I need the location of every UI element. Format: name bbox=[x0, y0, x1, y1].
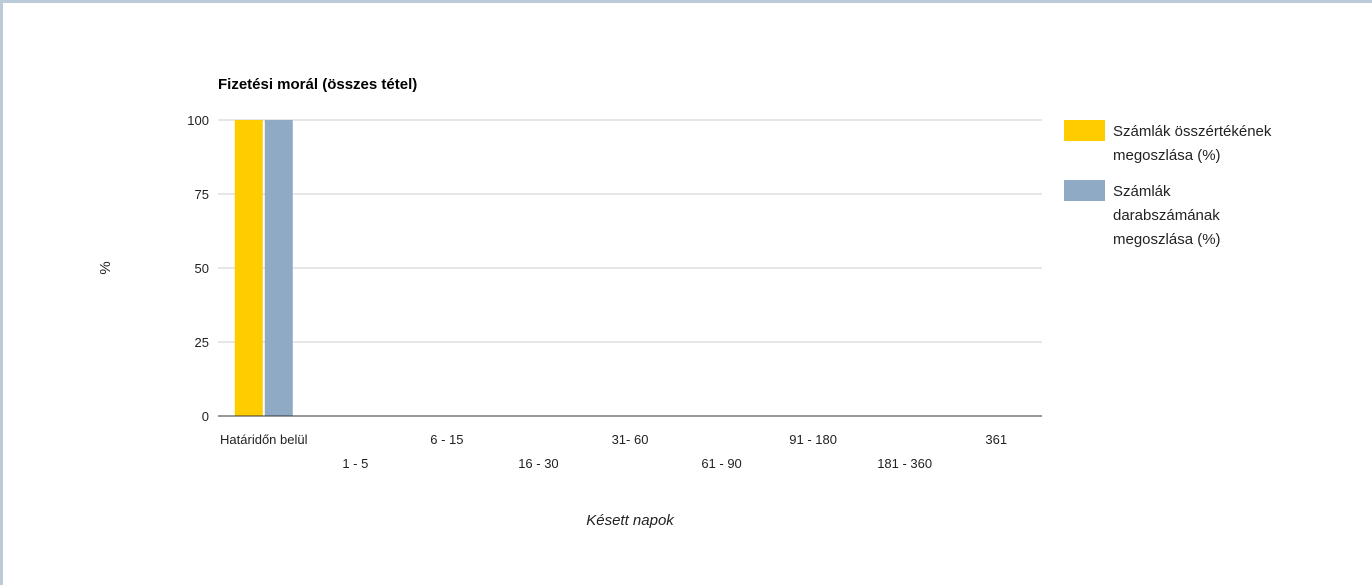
legend-label: Számlák összértékének bbox=[1113, 123, 1272, 140]
x-tick-label: 6 - 15 bbox=[430, 432, 463, 447]
y-tick-label: 0 bbox=[202, 409, 209, 424]
x-tick-label: Határidőn belül bbox=[220, 432, 308, 447]
x-tick-label: 31- 60 bbox=[612, 432, 649, 447]
y-tick-label: 75 bbox=[195, 187, 209, 202]
x-axis-title: Késett napok bbox=[586, 512, 675, 529]
legend-swatch bbox=[1064, 180, 1105, 201]
legend-label: Számlák bbox=[1113, 183, 1171, 200]
x-tick-label: 91 - 180 bbox=[789, 432, 837, 447]
bars bbox=[234, 120, 293, 416]
bar[interactable] bbox=[264, 120, 293, 416]
bar[interactable] bbox=[234, 120, 263, 416]
x-tick-label: 181 - 360 bbox=[877, 456, 932, 471]
legend-item[interactable]: Számlák darabszámának megoszlása (%) bbox=[1064, 180, 1221, 248]
legend-label: darabszámának bbox=[1113, 207, 1220, 224]
x-axis-ticks: Határidőn belül 1 - 5 6 - 15 16 - 30 31- 60 6… bbox=[220, 432, 1007, 471]
grid-lines bbox=[218, 119, 1042, 343]
x-tick-label: 16 - 30 bbox=[518, 456, 558, 471]
legend-item[interactable]: Számlák összértékének megoszlása (%) bbox=[1064, 120, 1272, 164]
x-tick-label: 61 - 90 bbox=[701, 456, 741, 471]
bar-chart: Fizetési morál (összes tétel) 0 25 50 75 100… bbox=[97, 76, 1272, 529]
legend-swatch bbox=[1064, 120, 1105, 141]
y-tick-label: 25 bbox=[195, 335, 209, 350]
y-tick-label: 100 bbox=[187, 113, 209, 128]
legend-label: megoszlása (%) bbox=[1113, 231, 1221, 248]
x-tick-label: 1 - 5 bbox=[342, 456, 368, 471]
x-tick-label: 361 bbox=[985, 432, 1007, 447]
y-tick-label: 50 bbox=[195, 261, 209, 276]
y-axis-title: % bbox=[97, 261, 114, 274]
chart-title: Fizetési morál (összes tétel) bbox=[218, 76, 417, 93]
legend-label: megoszlása (%) bbox=[1113, 147, 1221, 164]
y-axis-ticks: 0 25 50 75 100 bbox=[187, 113, 209, 424]
